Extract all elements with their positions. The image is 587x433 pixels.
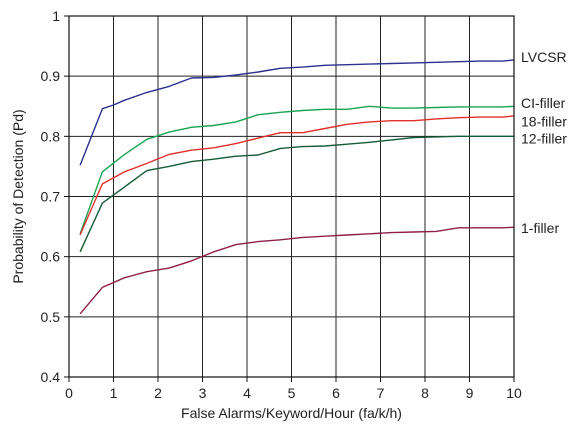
series-layer	[79, 59, 515, 315]
x-tick-label: 10	[506, 385, 522, 401]
grid-layer	[68, 15, 515, 378]
series-line-1-filler	[79, 226, 515, 315]
series-label: CI-filler	[521, 95, 566, 111]
y-tick-label: 0.8	[41, 128, 61, 144]
x-tick-label: 2	[154, 385, 162, 401]
x-tick-label: 7	[377, 385, 385, 401]
y-tick-label: 0.5	[41, 309, 61, 325]
series-label: 1-filler	[521, 220, 559, 236]
x-tick-label: 0	[65, 385, 73, 401]
series-line-12-filler	[79, 135, 514, 253]
y-tick-label: 0.6	[41, 249, 61, 265]
x-tick-label: 8	[421, 385, 429, 401]
series-label: LVCSR	[521, 49, 567, 65]
series-label: 18-filler	[521, 113, 567, 129]
x-tick-label: 9	[466, 385, 474, 401]
tick-layer: 0 1 2 3 4 5 6 7 8 9 10 0.4 0.5 0.6 0.7 0.8 0.9 1	[41, 8, 522, 401]
x-tick-label: 6	[332, 385, 340, 401]
y-tick-label: 0.4	[41, 369, 61, 385]
x-tick-label: 4	[243, 385, 251, 401]
y-tick-label: 0.9	[41, 68, 61, 84]
x-tick-label: 3	[199, 385, 207, 401]
y-axis-title: Probability of Detection (Pd)	[10, 109, 26, 283]
series-line-ci-filler	[79, 105, 515, 235]
series-label: 12-filler	[521, 131, 567, 147]
x-tick-label: 1	[110, 385, 118, 401]
series-line-lvcsr	[79, 59, 515, 166]
x-axis-title: False Alarms/Keyword/Hour (fa/k/h)	[181, 405, 402, 421]
series-line-18-filler	[79, 115, 515, 236]
x-tick-label: 5	[288, 385, 296, 401]
y-tick-label: 0.7	[41, 189, 61, 205]
label-layer: LVCSR CI-filler 18-filler 12-filler 1-filler	[521, 49, 567, 236]
y-tick-label: 1	[52, 8, 60, 24]
